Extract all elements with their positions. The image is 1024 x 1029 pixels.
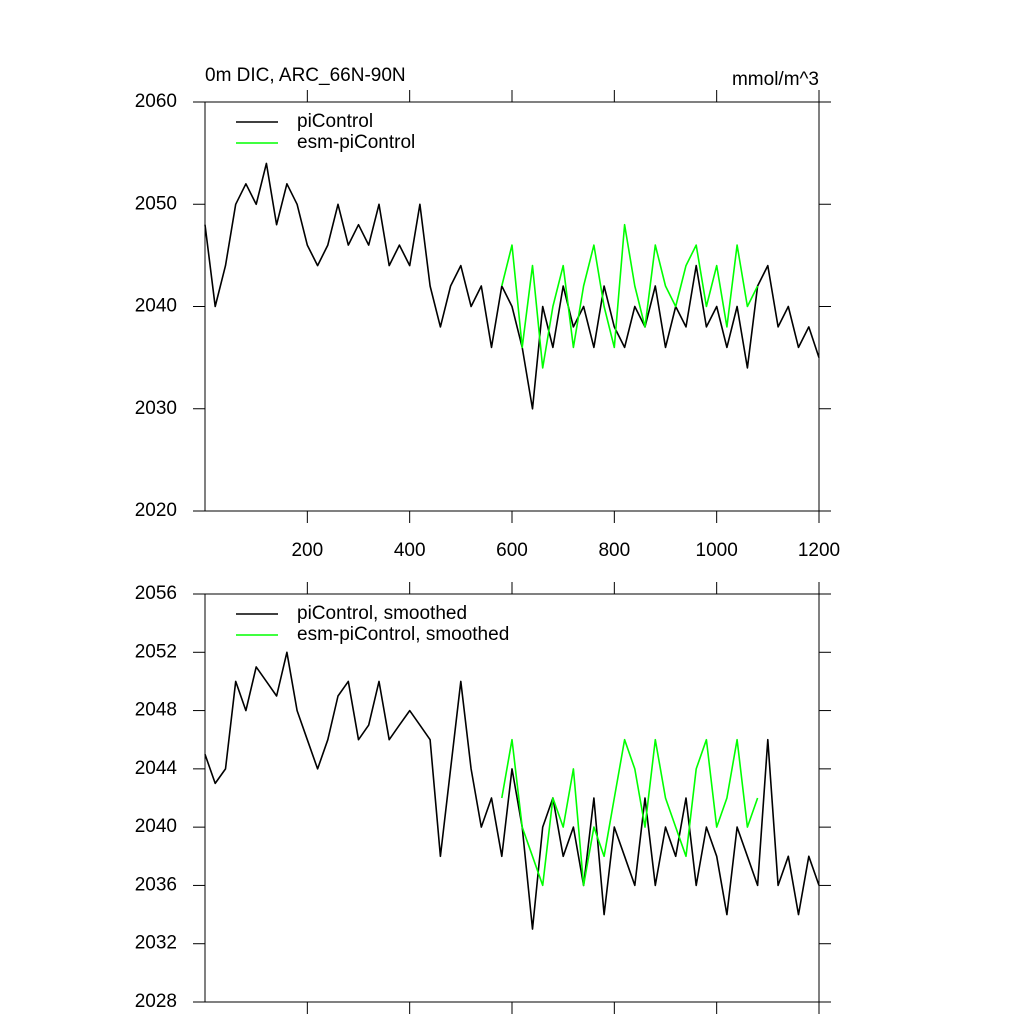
- x-tick-label: 1200: [798, 540, 840, 561]
- y-tick-label: 2040: [135, 816, 177, 837]
- x-tick-label: 400: [394, 540, 426, 561]
- series-line: [204, 162, 820, 410]
- y-tick-label: 2020: [135, 500, 177, 521]
- series-line: [501, 738, 759, 887]
- y-tick-label: 2044: [135, 758, 178, 779]
- y-tick-label: 2050: [135, 193, 177, 214]
- legend-label: piControl: [297, 111, 373, 132]
- y-tick-label: 2028: [135, 991, 177, 1012]
- x-tick-label: 600: [496, 540, 528, 561]
- series-line: [501, 223, 759, 369]
- x-tick-label: 800: [598, 540, 630, 561]
- legend-label: esm-piControl: [297, 132, 415, 153]
- y-tick-label: 2030: [135, 398, 177, 419]
- y-tick-label: 2052: [135, 641, 177, 662]
- legend-label: esm-piControl, smoothed: [297, 624, 509, 645]
- series-line: [204, 651, 820, 930]
- units-label: mmol/m^3: [732, 69, 819, 90]
- legend-label: piControl, smoothed: [297, 603, 467, 624]
- y-tick-label: 2032: [135, 933, 177, 954]
- y-tick-label: 2048: [135, 700, 177, 721]
- chart-title: 0m DIC, ARC_66N-90N: [205, 65, 406, 86]
- x-tick-label: 200: [291, 540, 323, 561]
- y-tick-label: 2060: [135, 91, 177, 112]
- y-tick-label: 2036: [135, 874, 177, 895]
- y-tick-label: 2040: [135, 296, 177, 317]
- x-tick-label: 1000: [696, 540, 738, 561]
- y-tick-label: 2056: [135, 583, 177, 604]
